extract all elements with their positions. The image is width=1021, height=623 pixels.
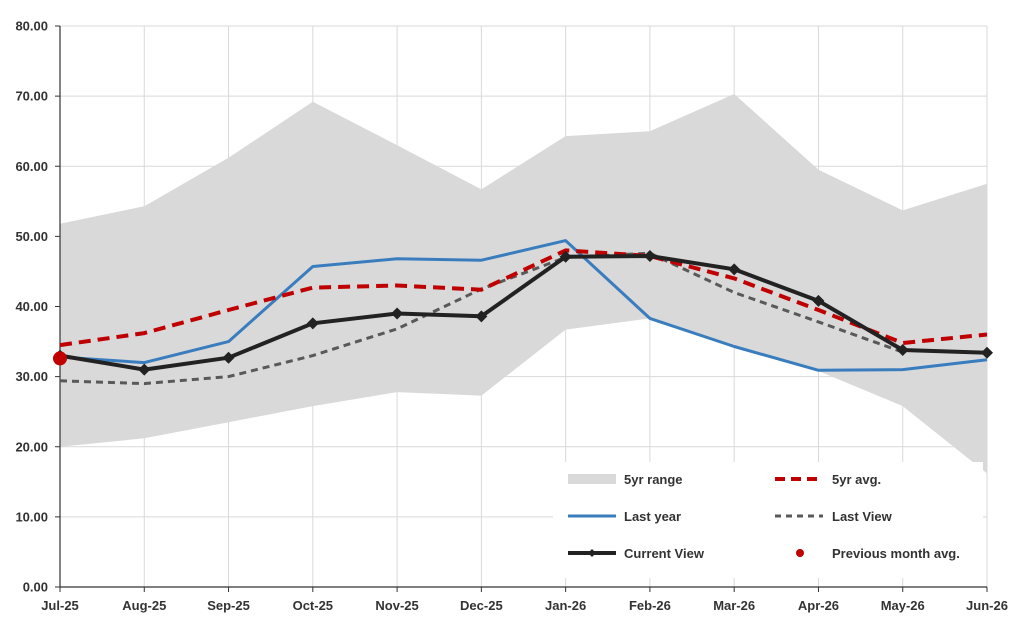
series-line-5yr-avg bbox=[59, 248, 988, 348]
range-band-5yr bbox=[60, 94, 987, 474]
x-tick-label: Sep-25 bbox=[207, 598, 250, 613]
x-tick-label: May-26 bbox=[881, 598, 925, 613]
legend-label-previous-month-avg: Previous month avg. bbox=[832, 546, 960, 561]
data-point-current-view bbox=[981, 346, 993, 359]
x-tick-label: Jan-26 bbox=[545, 598, 586, 613]
y-tick-label: 80.00 bbox=[15, 19, 48, 34]
legend: 5yr range 5yr avg. Last year Last View C… bbox=[553, 462, 983, 578]
data-point-current-view bbox=[138, 363, 151, 376]
data-point-current-view bbox=[643, 250, 656, 263]
x-tick-label: Oct-25 bbox=[293, 598, 333, 613]
legend-swatch-5yr-range bbox=[568, 474, 616, 484]
series-line-current-view bbox=[59, 254, 988, 372]
data-point-current-view bbox=[222, 351, 235, 364]
x-tick-label: Jun-26 bbox=[966, 598, 1008, 613]
data-point-previous-month-avg bbox=[53, 351, 67, 366]
x-tick-label: Feb-26 bbox=[629, 598, 671, 613]
y-tick-label: 10.00 bbox=[15, 509, 48, 524]
y-tick-label: 50.00 bbox=[15, 229, 48, 244]
axes bbox=[55, 25, 988, 592]
legend-label-current-view: Current View bbox=[624, 546, 705, 561]
y-tick-label: 70.00 bbox=[15, 89, 48, 104]
legend-swatch-previous-month-avg bbox=[796, 549, 804, 557]
y-axis-ticks: 0.00 10.00 20.00 30.00 40.00 50.00 60.00 70.00 8… bbox=[15, 19, 48, 595]
x-tick-label: Nov-25 bbox=[375, 598, 418, 613]
series-layer bbox=[53, 239, 993, 386]
legend-label-last-view: Last View bbox=[832, 509, 893, 524]
x-axis-ticks: Jul-25 Aug-25 Sep-25 Oct-25 Nov-25 Dec-25 Jan-… bbox=[41, 598, 1008, 613]
legend-label-last-year: Last year bbox=[624, 509, 681, 524]
x-tick-label: Apr-26 bbox=[798, 598, 839, 613]
x-tick-label: Jul-25 bbox=[41, 598, 79, 613]
y-tick-label: 40.00 bbox=[15, 299, 48, 314]
y-tick-label: 30.00 bbox=[15, 369, 48, 384]
legend-label-5yr-avg: 5yr avg. bbox=[832, 472, 881, 487]
legend-background bbox=[553, 462, 983, 578]
y-tick-label: 20.00 bbox=[15, 439, 48, 454]
y-tick-label: 0.00 bbox=[23, 580, 48, 595]
data-point-current-view bbox=[728, 263, 741, 276]
data-point-current-view bbox=[559, 250, 572, 263]
legend-label-5yr-range: 5yr range bbox=[624, 472, 683, 487]
series-line-last-year bbox=[59, 239, 988, 372]
data-point-current-view bbox=[391, 307, 404, 320]
x-tick-label: Aug-25 bbox=[122, 598, 166, 613]
y-tick-label: 60.00 bbox=[15, 159, 48, 174]
x-tick-label: Dec-25 bbox=[460, 598, 503, 613]
data-point-current-view bbox=[896, 343, 909, 356]
data-point-current-view bbox=[812, 294, 825, 307]
data-point-current-view bbox=[475, 310, 488, 323]
x-tick-label: Mar-26 bbox=[713, 598, 755, 613]
legend-marker-current-view bbox=[588, 549, 596, 557]
data-point-current-view bbox=[306, 317, 319, 330]
range-band-layer bbox=[60, 94, 987, 474]
